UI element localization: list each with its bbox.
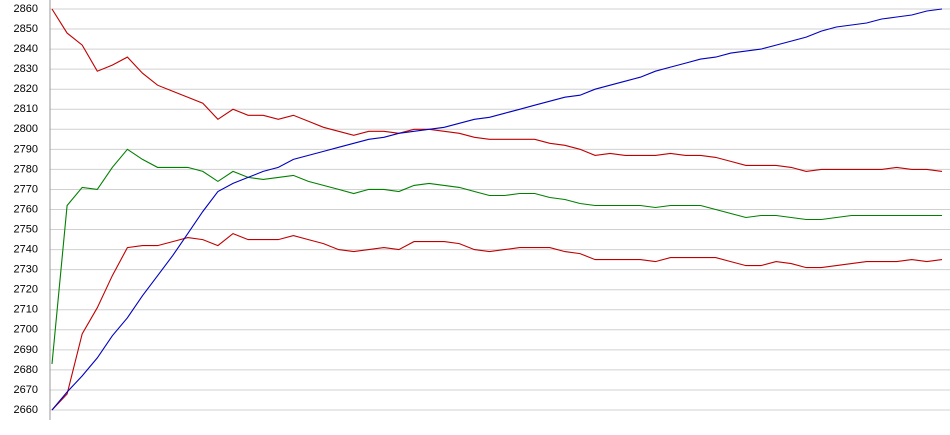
y-tick-label: 2750 (14, 223, 38, 235)
y-tick-label: 2680 (14, 364, 38, 376)
y-tick-label: 2860 (14, 3, 38, 15)
y-tick-label: 2710 (14, 304, 38, 316)
y-tick-label: 2770 (14, 183, 38, 195)
y-tick-label: 2780 (14, 163, 38, 175)
y-tick-label: 2800 (14, 123, 38, 135)
y-tick-label: 2730 (14, 264, 38, 276)
y-tick-label: 2820 (14, 83, 38, 95)
y-tick-label: 2850 (14, 23, 38, 35)
y-tick-label: 2760 (14, 203, 38, 215)
y-tick-label: 2690 (14, 344, 38, 356)
y-tick-label: 2720 (14, 284, 38, 296)
line-series (51, 148, 942, 364)
y-tick-label: 2840 (14, 43, 38, 55)
y-tick-label: 2740 (14, 244, 38, 256)
line-series (51, 8, 943, 411)
line-series (51, 232, 943, 411)
y-tick-label: 2790 (14, 143, 38, 155)
y-tick-label: 2830 (14, 63, 38, 75)
y-tick-label: 2660 (14, 404, 38, 416)
y-tick-label: 2700 (14, 324, 38, 336)
y-tick-label: 2810 (14, 103, 38, 115)
y-tick-label: 2670 (14, 384, 38, 396)
line-series (51, 8, 943, 172)
